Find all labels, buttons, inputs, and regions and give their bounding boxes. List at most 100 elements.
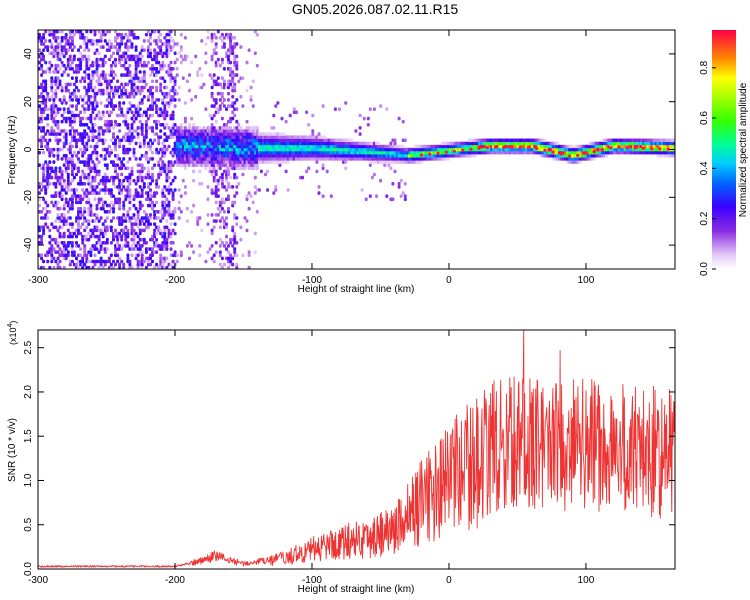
- spectrogram-cell: [321, 163, 325, 167]
- colorbar-tick-label: 0.2: [699, 211, 710, 225]
- spectrogram-cell: [274, 185, 278, 189]
- spectrogram-cell: [58, 54, 62, 59]
- spectrogram-cell: [93, 95, 97, 99]
- spectrogram-cell: [140, 188, 144, 192]
- spectrogram-cell: [198, 216, 202, 220]
- spectrogram-cell: [79, 253, 83, 258]
- spectrogram-cell: [153, 101, 157, 105]
- spectrogram-cell: [56, 150, 60, 155]
- spectrogram-cell: [233, 247, 237, 251]
- spectrogram-cell: [188, 123, 191, 127]
- spectrogram-cell: [70, 241, 74, 245]
- spectrogram-cell: [105, 247, 109, 251]
- spectrogram-cell: [161, 191, 165, 195]
- spectrogram-cell: [105, 147, 109, 152]
- spectrogram-cell: [70, 154, 74, 158]
- spectrogram-cell: [68, 150, 72, 155]
- spectrogram-cell: [231, 203, 235, 208]
- spectrogram-cell: [87, 76, 91, 80]
- spectrogram-cell: [107, 203, 111, 208]
- spectrogram-cell: [136, 265, 140, 269]
- spectrogram-cell: [75, 129, 78, 133]
- spectrogram-cell: [58, 98, 62, 102]
- spectrogram-cell: [109, 262, 113, 267]
- spectrogram-cell: [72, 57, 76, 62]
- spectrogram-ridge-point: [452, 149, 456, 153]
- spectrogram-cell: [93, 107, 97, 111]
- spectrogram-cell: [56, 76, 60, 80]
- spectrogram-cell: [60, 60, 64, 65]
- spectrogram-cell: [81, 57, 85, 62]
- spectrogram-cell: [214, 200, 218, 205]
- spectrogram-cell: [85, 63, 89, 68]
- spectrogram-cell: [169, 101, 173, 105]
- spectrogram-cell: [364, 197, 368, 202]
- spectrogram-cell: [97, 113, 101, 118]
- spectrogram-cell: [220, 95, 224, 99]
- spectrogram-cell: [134, 157, 138, 161]
- spectrogram-cell: [112, 126, 115, 130]
- spectrogram-cell: [225, 107, 228, 111]
- spectrogram-cell: [379, 104, 383, 108]
- spectrogram-cell: [70, 98, 74, 102]
- spectrogram-cell: [149, 42, 152, 46]
- spectrogram-cell: [144, 150, 148, 155]
- spectrogram-cell: [151, 200, 154, 205]
- spectrogram-cell: [183, 116, 187, 121]
- spectrogram-cell: [138, 222, 142, 226]
- spectrogram-cell: [60, 85, 64, 90]
- spectrogram-cell: [146, 225, 150, 230]
- spectrogram-cell: [255, 166, 259, 171]
- spectrogram-cell: [132, 213, 136, 217]
- spectrogram-cell: [83, 48, 87, 52]
- spectrogram-cell: [136, 253, 140, 258]
- spectrogram-cell: [101, 57, 105, 62]
- spectrogram-cell: [83, 247, 87, 251]
- spectrogram-cell: [222, 244, 226, 248]
- spectrogram-cell: [56, 262, 60, 267]
- spectrogram-cell: [171, 85, 175, 90]
- spectrogram-cell: [44, 138, 48, 143]
- spectrogram-cell: [196, 222, 200, 226]
- spectrogram-cell: [311, 129, 315, 133]
- spectrogram-cell: [196, 70, 200, 74]
- y-tick-label: 2.0: [23, 385, 34, 399]
- spectrogram-cell: [132, 241, 136, 245]
- spectrogram-cell: [138, 231, 142, 236]
- spectrogram-cell: [151, 104, 154, 108]
- spectrogram-cell: [259, 169, 263, 174]
- spectrogram-cell: [163, 231, 167, 236]
- spectrogram-cell: [81, 197, 85, 202]
- spectrogram-cell: [128, 63, 132, 68]
- spectrogram-cell: [157, 70, 161, 74]
- spectrogram-cell: [116, 51, 120, 56]
- spectrogram-cell: [171, 113, 175, 118]
- spectrogram-cell: [169, 262, 173, 267]
- spectrogram-cell: [122, 54, 126, 59]
- spectrogram-ridge-point: [617, 145, 621, 149]
- spectrogram-cell: [401, 119, 405, 124]
- spectrogram-cell: [64, 169, 68, 174]
- spectrogram-cell: [233, 237, 237, 242]
- spectrogram-cell: [42, 231, 46, 236]
- colorbar-tick-label: 0.8: [699, 60, 710, 74]
- spectrogram-cell: [97, 191, 101, 195]
- spectrogram-cell: [155, 200, 159, 205]
- spectrogram-cell: [52, 101, 56, 105]
- spectrogram-cell: [42, 135, 46, 139]
- spectrogram-cell: [142, 144, 146, 149]
- spectrogram-cell: [99, 101, 103, 105]
- spectrogram-cell: [177, 216, 181, 220]
- spectrogram-cell: [97, 51, 101, 56]
- x-tick-label: -200: [165, 275, 185, 286]
- spectrogram-cell: [206, 36, 210, 40]
- spectrogram-cell: [446, 157, 450, 161]
- spectrogram-cell: [118, 231, 122, 236]
- spectrogram-cell: [46, 129, 50, 133]
- spectrogram-cell: [42, 169, 46, 174]
- spectrogram-cell: [103, 200, 107, 205]
- spectrogram-cell: [126, 126, 130, 130]
- spectrogram-cell: [169, 188, 173, 192]
- spectrogram-cell: [89, 79, 93, 84]
- spectrogram-cell: [54, 88, 58, 93]
